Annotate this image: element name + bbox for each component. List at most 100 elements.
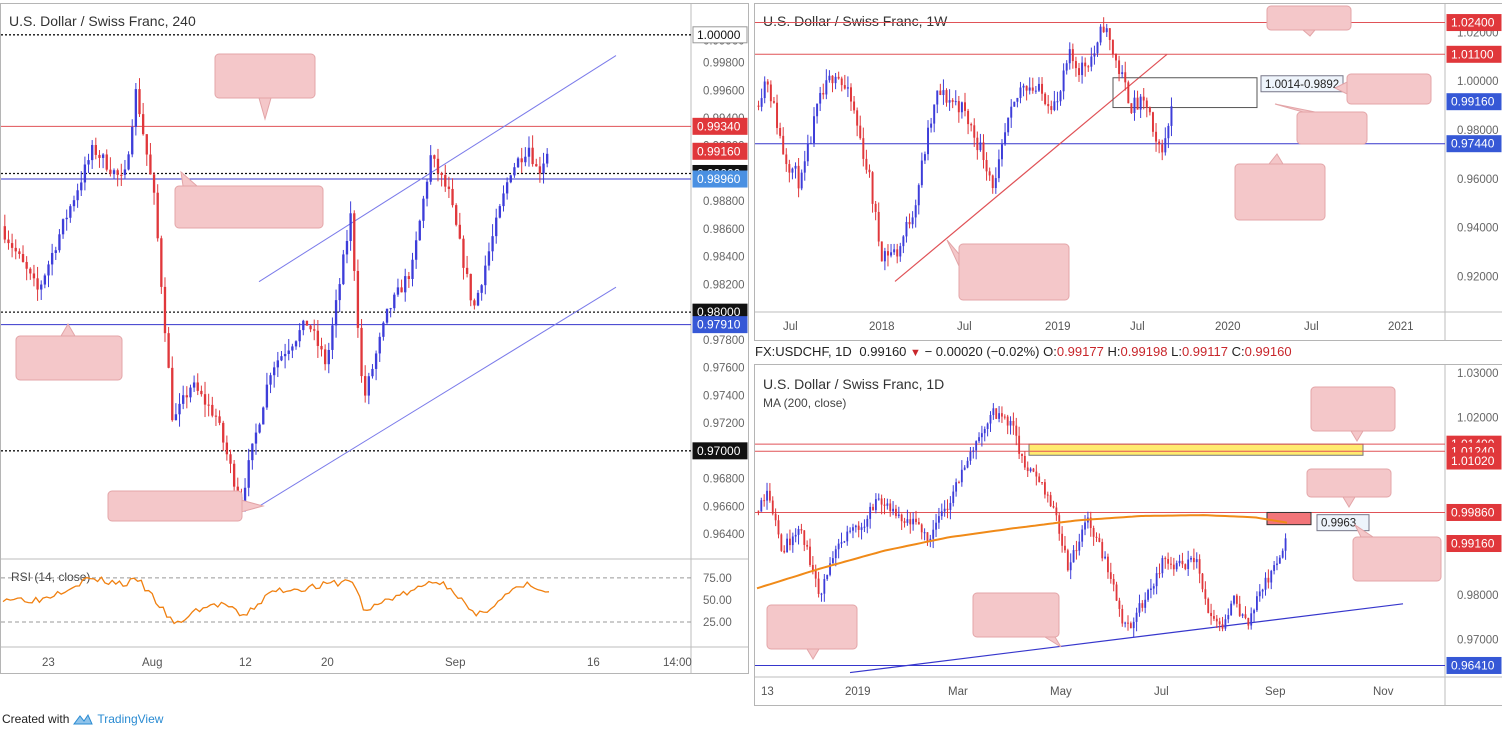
annotation-weekly-resistance-top-box (1266, 5, 1352, 31)
weekly-candle-body (1016, 97, 1019, 102)
h4-candle-body (178, 403, 181, 415)
weekly-candle-body (1164, 138, 1167, 153)
daily-candle-body (1267, 577, 1270, 583)
annotation-supply[interactable] (1274, 103, 1368, 145)
h4-candle-body (123, 169, 127, 175)
annotation-daily-resistance[interactable] (1306, 468, 1392, 508)
daily-candle-body (986, 423, 989, 430)
daily-candle-body (1175, 563, 1178, 570)
daily-candle-body (794, 534, 797, 537)
supply-range-label: 1.0014-0.9892 (1265, 79, 1339, 91)
weekly-candle-body (920, 160, 923, 186)
annotation-weekly-resistance-top[interactable] (1266, 5, 1352, 37)
h4-level-6-tag-label: 0.97910 (697, 318, 741, 332)
daily-candle-body (1081, 529, 1084, 542)
daily-candle-body (757, 510, 760, 512)
daily-chart-svg[interactable]: U.S. Dollar / Swiss Franc, 1D MA (200, c… (755, 365, 1502, 705)
weekly-candle-body (1010, 106, 1013, 118)
daily-candle-body (1001, 413, 1003, 417)
weekly-candle-body (994, 178, 997, 189)
h4-candle-body (323, 349, 327, 365)
daily-candle-body (1018, 435, 1021, 454)
weekly-x-tick-label: 2018 (869, 321, 895, 333)
h4-chart-panel[interactable]: U.S. Dollar / Swiss Franc, 240 RSI (14, … (0, 3, 749, 674)
daily-candle-body (1003, 416, 1006, 418)
daily-candle-body (1112, 578, 1115, 585)
created-with-label: Created with (2, 712, 70, 726)
weekly-candle-body (1090, 56, 1093, 67)
daily-candle-body (771, 500, 774, 514)
daily-candle-body (1084, 522, 1086, 530)
annotation-daily-resistance-box (1306, 468, 1392, 498)
annotation-julys-opening[interactable] (15, 323, 123, 381)
weekly-candle-body (985, 160, 988, 172)
h4-y-tick-label: 0.97200 (703, 418, 745, 430)
daily-candle-body (783, 550, 786, 553)
annotation-septembers-opening[interactable] (174, 170, 324, 229)
weekly-candle-body (1037, 83, 1040, 91)
daily-candle-body (995, 408, 998, 419)
annotation-augusts-opening[interactable] (214, 53, 316, 121)
weekly-level-0-tag-label: 1.02400 (1451, 16, 1495, 30)
weekly-candle-body (890, 252, 893, 256)
daily-candle-body (966, 460, 969, 468)
supply-box (1112, 77, 1258, 109)
h4-candle-body (251, 443, 254, 461)
daily-candle-body (1118, 600, 1121, 609)
weekly-candle-body (976, 137, 979, 151)
weekly-candle-body (1050, 106, 1053, 111)
weekly-candle-body (997, 159, 1000, 179)
h4-candle-body (473, 300, 476, 306)
symbol-label: FX:USDCHF, 1D (755, 344, 852, 359)
weekly-candle-body (880, 241, 883, 262)
h4-candle-body (101, 154, 105, 158)
daily-candle-body (917, 522, 920, 525)
annotation-weekly-resistance[interactable] (1333, 73, 1432, 105)
h4-candle-body (76, 190, 79, 201)
daily-candle-body (1138, 603, 1141, 613)
annotation-trendline-support[interactable] (972, 592, 1062, 648)
daily-candle-body (863, 526, 866, 528)
h4-candle-body (513, 167, 516, 176)
h4-candle-body (505, 182, 509, 194)
daily-candle-body (1066, 550, 1069, 571)
low-label: L: (1171, 344, 1182, 359)
tradingview-brand[interactable]: TradingView (97, 712, 164, 726)
open-value: 0.99177 (1056, 344, 1104, 359)
daily-chart-panel[interactable]: U.S. Dollar / Swiss Franc, 1D MA (200, c… (754, 364, 1502, 706)
daily-candle-body (791, 536, 794, 546)
rsi-line (2, 576, 550, 625)
daily-y-tick-label: 0.97000 (1457, 634, 1499, 646)
h4-candle-body (407, 276, 411, 280)
annotation-resistance-zone[interactable] (1310, 386, 1396, 442)
weekly-level-3-tag (1446, 135, 1502, 153)
h4-candle-body (134, 89, 138, 127)
weekly-candle-body (893, 249, 896, 253)
daily-candle-body (1221, 624, 1224, 629)
open-label: O: (1043, 344, 1057, 359)
down-arrow-icon: ▼ (910, 347, 921, 359)
annotation-ascending-channel[interactable] (107, 490, 265, 522)
weekly-level-3-tag-label: 0.97440 (1451, 137, 1495, 151)
annotation-supply-box (1296, 111, 1368, 145)
annotation-trendline-resistance[interactable] (946, 239, 1070, 301)
daily-candle-body (1064, 545, 1066, 551)
daily-candle-body (1058, 515, 1061, 534)
daily-candle-body (846, 531, 849, 542)
daily-candle-body (940, 511, 943, 517)
daily-candle-body (1235, 595, 1238, 604)
weekly-trend-line (894, 53, 1168, 282)
h4-candle-body (254, 432, 258, 444)
weekly-chart-svg[interactable]: U.S. Dollar / Swiss Franc, 1W 1.020001.0… (755, 4, 1502, 340)
weekly-candle-body (782, 135, 785, 155)
weekly-candle-body (1084, 62, 1087, 67)
h4-level-0-tag-label: 1.00000 (697, 28, 741, 42)
annotation-2018-yearly-opening[interactable] (1234, 153, 1326, 221)
daily-candle-body (900, 514, 903, 522)
weekly-chart-panel[interactable]: U.S. Dollar / Swiss Franc, 1W 1.02000 1.0… (754, 3, 1502, 341)
h4-chart-svg[interactable]: U.S. Dollar / Swiss Franc, 240 RSI (14, … (1, 4, 748, 673)
annotation-quasimodo-support[interactable] (766, 604, 858, 660)
weekly-candle-body (1136, 97, 1139, 110)
weekly-candle-body (1053, 101, 1056, 111)
annotation-quasimodo-resistance[interactable] (1352, 523, 1442, 582)
